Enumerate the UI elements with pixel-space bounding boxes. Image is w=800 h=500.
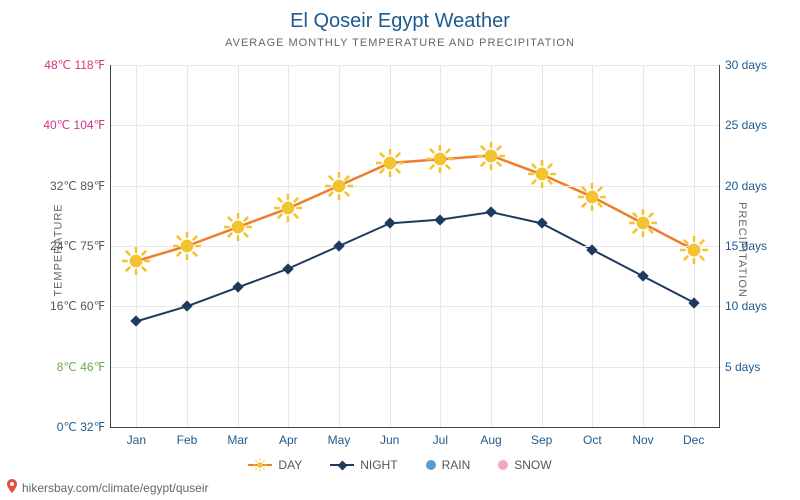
grid-line-h [111, 65, 719, 66]
y-left-tick: 40℃ 104℉ [43, 118, 111, 132]
legend-item-night: NIGHT [330, 458, 397, 472]
grid-line-v [542, 65, 543, 427]
legend-label-day: DAY [278, 458, 302, 472]
sun-icon [122, 247, 150, 275]
night-marker [485, 206, 496, 217]
x-tick: Feb [177, 427, 198, 447]
sun-icon [173, 232, 201, 260]
y-right-tick: 25 days [719, 118, 767, 132]
night-marker [384, 218, 395, 229]
grid-line-v [238, 65, 239, 427]
x-tick: Oct [583, 427, 602, 447]
chart-plot-area: 0℃ 32℉8℃ 46℉16℃ 60℉24℃ 75℉32℃ 89℉40℃ 104… [110, 65, 720, 428]
grid-line-v [136, 65, 137, 427]
sun-icon [426, 145, 454, 173]
grid-line-v [440, 65, 441, 427]
y-left-tick: 32℃ 89℉ [50, 179, 111, 193]
y-right-tick: 10 days [719, 299, 767, 313]
grid-line-v [288, 65, 289, 427]
chart-subtitle: AVERAGE MONTHLY TEMPERATURE AND PRECIPIT… [0, 37, 800, 49]
sun-icon [528, 160, 556, 188]
map-pin-icon [6, 479, 18, 496]
x-tick: Apr [279, 427, 298, 447]
grid-line-h [111, 186, 719, 187]
grid-line-v [491, 65, 492, 427]
sun-icon [376, 149, 404, 177]
sun-icon [274, 194, 302, 222]
sun-icon [477, 142, 505, 170]
night-marker [435, 214, 446, 225]
sun-icon [578, 183, 606, 211]
chart-legend: DAY NIGHT RAIN SNOW [0, 458, 800, 472]
grid-line-h [111, 125, 719, 126]
legend-label-rain: RAIN [442, 458, 471, 472]
y-left-tick: 8℃ 46℉ [57, 360, 111, 374]
grid-line-h [111, 306, 719, 307]
grid-line-h [111, 246, 719, 247]
sun-icon [680, 236, 708, 264]
night-marker [181, 301, 192, 312]
sun-icon [325, 172, 353, 200]
y-left-tick: 24℃ 75℉ [50, 239, 111, 253]
y-right-tick: 5 days [719, 360, 760, 374]
night-marker [536, 218, 547, 229]
x-tick: Mar [227, 427, 248, 447]
footer-url: hikersbay.com/climate/egypt/quseir [22, 481, 209, 495]
y-right-tick: 30 days [719, 58, 767, 72]
legend-label-night: NIGHT [360, 458, 397, 472]
x-tick: Aug [480, 427, 501, 447]
night-marker [333, 240, 344, 251]
legend-item-rain: RAIN [426, 458, 471, 472]
grid-line-v [643, 65, 644, 427]
sun-icon [629, 209, 657, 237]
x-tick: Nov [632, 427, 653, 447]
y-right-tick: 15 days [719, 239, 767, 253]
x-tick: Dec [683, 427, 704, 447]
grid-line-v [390, 65, 391, 427]
legend-marker-rain [426, 460, 436, 470]
night-marker [283, 263, 294, 274]
chart-title: El Qoseir Egypt Weather [0, 0, 800, 33]
legend-marker-snow [498, 460, 508, 470]
x-tick: Jun [380, 427, 399, 447]
grid-line-h [111, 367, 719, 368]
night-marker [637, 270, 648, 281]
y-left-tick: 48℃ 118℉ [44, 58, 111, 72]
night-marker [131, 316, 142, 327]
x-tick: Jan [127, 427, 146, 447]
x-tick: May [328, 427, 351, 447]
y-left-tick: 0℃ 32℉ [57, 420, 111, 434]
legend-marker-day [248, 464, 272, 466]
footer-attribution: hikersbay.com/climate/egypt/quseir [6, 479, 209, 496]
legend-label-snow: SNOW [514, 458, 551, 472]
sun-icon [224, 213, 252, 241]
y-right-tick: 20 days [719, 179, 767, 193]
night-line [136, 212, 693, 321]
legend-marker-night [330, 464, 354, 466]
legend-item-snow: SNOW [498, 458, 551, 472]
legend-item-day: DAY [248, 458, 302, 472]
x-tick: Sep [531, 427, 552, 447]
x-tick: Jul [433, 427, 448, 447]
night-marker [232, 282, 243, 293]
y-left-tick: 16℃ 60℉ [50, 299, 111, 313]
